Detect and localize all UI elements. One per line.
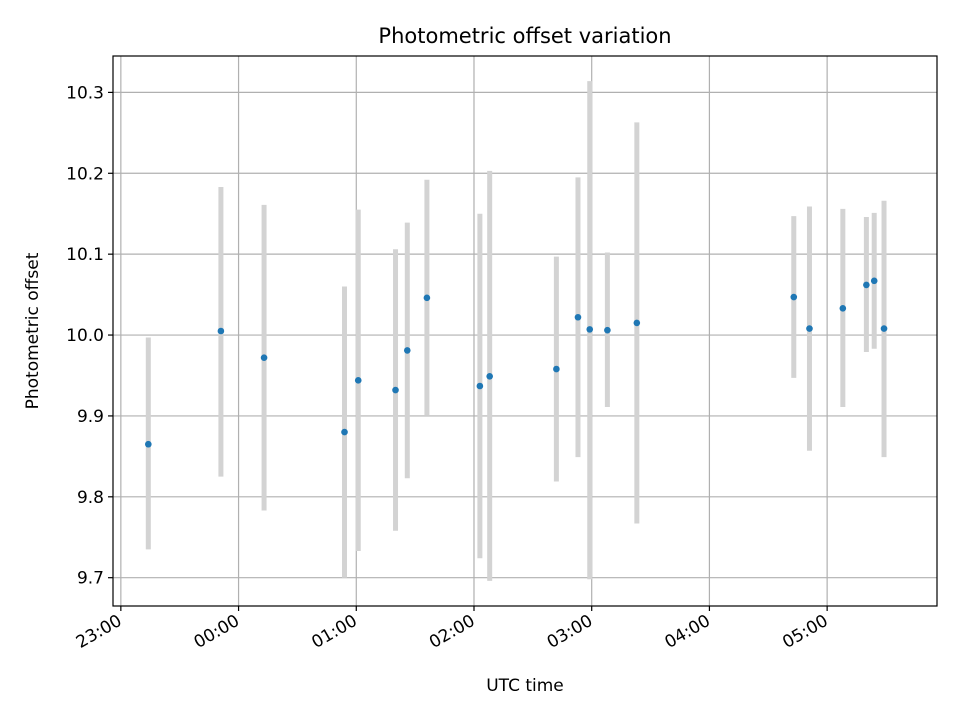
chart-title: Photometric offset variation bbox=[378, 24, 671, 48]
y-tick-label: 10.1 bbox=[66, 245, 104, 265]
data-point bbox=[486, 372, 493, 380]
data-point bbox=[476, 382, 484, 390]
data-point bbox=[790, 293, 798, 301]
data-point bbox=[586, 326, 594, 333]
data-point bbox=[217, 327, 225, 335]
data-point bbox=[423, 294, 431, 302]
y-tick-label: 10.2 bbox=[66, 164, 104, 184]
data-point bbox=[633, 319, 641, 327]
y-tick-label: 9.7 bbox=[77, 569, 104, 589]
data-point bbox=[145, 440, 152, 448]
x-axis-label: UTC time bbox=[486, 676, 564, 696]
y-axis-label: Photometric offset bbox=[23, 252, 43, 409]
data-point bbox=[839, 305, 847, 312]
plot-area-frame bbox=[112, 55, 938, 607]
y-tick-label: 10.3 bbox=[66, 83, 104, 103]
y-tick-label: 10.0 bbox=[66, 326, 104, 346]
data-point bbox=[604, 326, 611, 334]
data-point bbox=[260, 354, 268, 361]
data-point bbox=[880, 325, 888, 332]
y-tick-label: 9.8 bbox=[77, 488, 104, 508]
data-point bbox=[403, 347, 411, 354]
plot-area-background bbox=[113, 56, 937, 606]
data-point bbox=[806, 325, 813, 332]
data-point bbox=[392, 386, 399, 394]
data-point bbox=[354, 377, 362, 384]
y-tick-label: 9.9 bbox=[77, 407, 104, 427]
data-point bbox=[574, 313, 582, 321]
data-point bbox=[863, 281, 870, 289]
point-layer bbox=[145, 277, 888, 448]
data-point bbox=[341, 428, 348, 436]
data-point bbox=[553, 365, 560, 373]
data-point bbox=[870, 277, 878, 285]
